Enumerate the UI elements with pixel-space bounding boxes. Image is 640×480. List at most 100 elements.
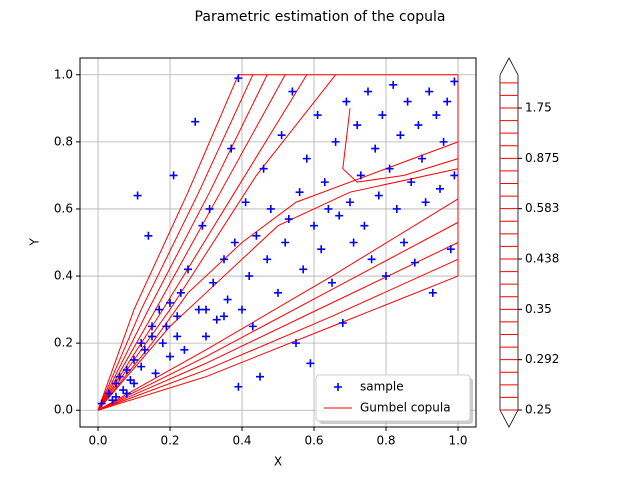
sample-point: [436, 184, 444, 193]
colorbar-tick-label: 0.25: [525, 403, 552, 417]
sample-point: [425, 87, 434, 96]
sample-point: [234, 382, 243, 391]
sample-point: [306, 359, 315, 368]
sample-point: [263, 255, 272, 264]
sample-point: [364, 87, 372, 96]
sample-point: [266, 204, 275, 213]
sample-point: [360, 221, 369, 230]
sample-point: [144, 231, 153, 240]
contour-line: [97, 198, 459, 411]
sample-point: [112, 379, 120, 388]
x-tick-label: 0.2: [160, 434, 179, 448]
sample-point: [335, 211, 344, 220]
contour-line: [97, 141, 459, 411]
sample-point: [385, 164, 394, 173]
sample-point: [166, 298, 174, 307]
sample-point: [338, 319, 347, 328]
sample-point: [230, 238, 239, 247]
sample-point: [356, 171, 365, 180]
sample-point: [130, 355, 138, 364]
sample-point: [194, 305, 203, 314]
sample-point: [284, 215, 293, 224]
sample-point: [392, 204, 401, 213]
sample-point: [115, 372, 124, 381]
sample-point: [241, 198, 250, 207]
y-tick-label: 0.6: [54, 201, 73, 215]
sample-point: [209, 278, 218, 287]
sample-point: [166, 352, 174, 361]
sample-point: [133, 191, 142, 200]
colorbar-tick-label: 0.292: [525, 352, 559, 366]
sample-point: [137, 362, 146, 371]
sample-point: [180, 345, 189, 354]
sample-point: [259, 164, 268, 173]
y-tick-label: 0.2: [54, 336, 73, 350]
sample-point: [410, 258, 419, 267]
sample-point: [320, 178, 329, 187]
x-tick-label: 1.0: [448, 434, 467, 448]
sample-point: [140, 345, 149, 354]
sample-point: [428, 288, 437, 297]
y-axis-label: Y: [28, 238, 42, 247]
sample-point: [421, 198, 430, 207]
sample-point: [122, 389, 131, 398]
contour-line: [97, 74, 239, 411]
sample-point: [443, 97, 452, 106]
sample-point: [148, 322, 156, 331]
x-axis-label: X: [274, 455, 282, 469]
sample-point: [202, 305, 210, 314]
sample-point: [97, 399, 106, 408]
sample-point: [288, 87, 297, 96]
x-tick-label: 0.8: [376, 434, 395, 448]
sample-point: [212, 315, 221, 324]
sample-point: [353, 121, 362, 130]
colorbar-tick-label: 0.875: [525, 151, 559, 165]
plot-frame: [79, 57, 477, 428]
sample-point: [439, 137, 448, 146]
sample-point: [155, 305, 164, 314]
sample-point: [277, 131, 286, 140]
sample-point: [148, 332, 156, 341]
sample-point: [299, 265, 308, 274]
sample-point: [407, 178, 416, 187]
sample-point: [389, 80, 398, 89]
plot-area: [80, 58, 476, 427]
sample-point: [450, 77, 459, 86]
sample-point: [302, 154, 311, 163]
sample-point: [176, 288, 185, 297]
sample-point: [220, 255, 228, 264]
contour-line: [97, 74, 254, 411]
colorbar-tick-label: 1.75: [525, 101, 552, 115]
sample-point: [158, 339, 167, 348]
chart-title: Parametric estimation of the copula: [195, 9, 446, 25]
legend-label: Gumbel copula: [360, 401, 451, 415]
sample-point: [396, 131, 405, 140]
sample-point: [342, 97, 351, 106]
sample-point: [173, 312, 182, 321]
sample-point: [122, 365, 131, 374]
sample-point: [223, 295, 232, 304]
sample-point: [450, 171, 459, 180]
sample-point: [202, 332, 210, 341]
sample-point: [112, 392, 120, 401]
sample-point: [378, 111, 387, 120]
contour-line: [97, 275, 459, 411]
sample-point: [371, 144, 380, 153]
sample-point: [292, 339, 300, 348]
sample-point: [324, 204, 333, 213]
sample-point: [317, 245, 326, 254]
sample-point: [256, 372, 264, 381]
sample-point: [191, 117, 200, 126]
sample-point: [313, 111, 322, 120]
sample-point: [173, 332, 182, 341]
sample-point: [295, 188, 304, 197]
sample-point: [328, 278, 336, 287]
sample-point: [382, 272, 390, 281]
legend-box: [315, 374, 471, 422]
sample-point: [184, 265, 192, 274]
x-tick-label: 0.6: [304, 434, 323, 448]
sample-point: [310, 221, 318, 230]
x-tick-label: 0.4: [232, 434, 251, 448]
colorbar-frame: [499, 57, 519, 428]
